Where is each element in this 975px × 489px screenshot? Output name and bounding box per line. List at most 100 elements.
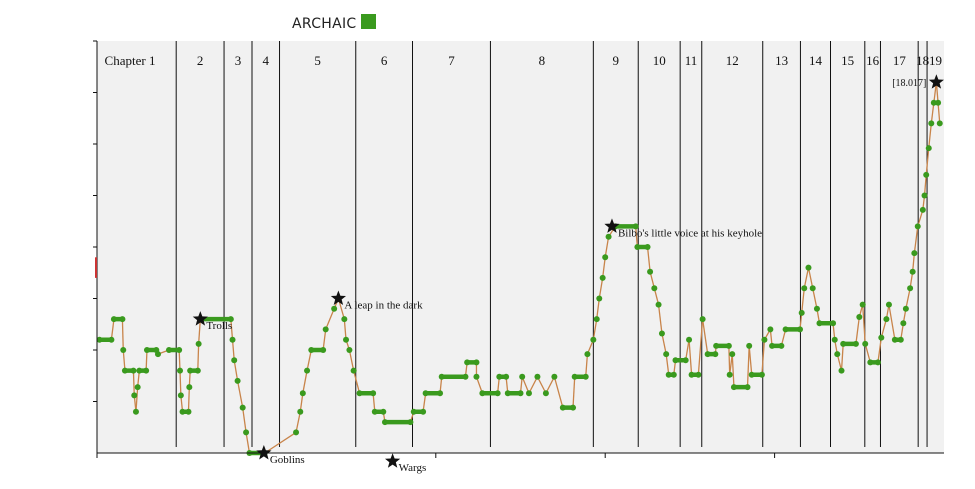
legend-label: ARCHAIC — [292, 16, 357, 32]
data-point — [559, 404, 566, 411]
series-connector — [230, 319, 234, 340]
data-point — [519, 373, 526, 380]
data-point — [231, 357, 238, 364]
annotation-layer: Trolls Goblins A leap in the dark Wargs Bilb… — [192, 74, 944, 474]
series-connector — [913, 226, 919, 254]
data-point — [473, 359, 480, 366]
data-point — [186, 384, 193, 391]
data-point — [542, 390, 549, 397]
series-connector — [604, 236, 610, 258]
data-point — [778, 342, 785, 349]
data-point — [165, 347, 172, 353]
data-point — [914, 223, 921, 230]
data-point — [464, 359, 471, 366]
data-point — [131, 392, 138, 399]
legend-swatch — [361, 14, 376, 29]
series-connector — [665, 354, 670, 375]
data-point — [874, 359, 881, 366]
data-point — [322, 326, 329, 333]
series-connector — [242, 407, 247, 433]
series-connector — [701, 319, 709, 355]
series-connector — [231, 339, 235, 361]
chapter-label: Chapter 1 — [105, 53, 156, 68]
data-point — [746, 342, 753, 349]
series-connector — [135, 387, 139, 412]
data-point — [320, 347, 327, 353]
data-point — [862, 340, 869, 347]
data-point — [834, 351, 841, 358]
data-point — [176, 347, 183, 353]
series-connector — [545, 376, 555, 394]
data-point — [801, 285, 808, 292]
data-point — [867, 359, 874, 366]
series-connector — [322, 329, 327, 351]
data-point — [725, 342, 732, 349]
series-connector — [840, 343, 844, 371]
data-point — [599, 274, 606, 281]
annotation-label: Wargs — [399, 462, 427, 474]
data-point — [655, 301, 662, 308]
chapter-label: 8 — [539, 53, 546, 68]
series-connector — [264, 431, 297, 454]
data-point — [670, 371, 677, 378]
data-point — [761, 336, 768, 343]
annotation-star-icon — [928, 74, 944, 89]
data-point — [830, 320, 837, 327]
data-point — [699, 316, 706, 323]
data-point — [299, 390, 306, 397]
data-point — [632, 223, 639, 230]
series-layer — [96, 79, 943, 456]
data-point — [346, 347, 353, 353]
series-connector — [187, 387, 190, 412]
data-point — [108, 336, 115, 343]
data-point — [503, 373, 510, 380]
annotation-star-icon — [192, 311, 208, 326]
data-point — [194, 367, 201, 374]
series-connector — [145, 349, 148, 371]
series-connector — [553, 376, 564, 408]
annotation-value-label: [18.017] — [892, 78, 926, 89]
axes — [93, 40, 944, 458]
data-point — [195, 340, 202, 347]
chapter-label: 10 — [653, 53, 666, 68]
series-connector — [132, 370, 135, 396]
annotation-label: Trolls — [206, 320, 232, 332]
data-point — [473, 373, 480, 380]
data-point — [590, 336, 597, 343]
series-connector — [855, 316, 860, 344]
data-point — [809, 285, 816, 292]
data-point — [644, 244, 651, 250]
data-point — [767, 326, 774, 333]
data-point — [831, 336, 838, 343]
data-point — [605, 233, 612, 240]
data-point — [797, 326, 804, 333]
data-point — [380, 408, 387, 415]
series-connector — [299, 393, 304, 412]
data-point — [154, 351, 161, 358]
data-point — [909, 268, 916, 275]
data-point — [136, 367, 143, 374]
data-point — [704, 351, 711, 358]
data-point — [907, 285, 914, 292]
legend: ARCHAIC — [292, 14, 376, 32]
data-point — [96, 336, 103, 343]
data-point — [813, 305, 820, 312]
series-connector — [295, 411, 301, 433]
chapter-label: 3 — [235, 53, 242, 68]
series-connector — [803, 267, 810, 289]
data-point — [239, 404, 246, 411]
data-point — [651, 285, 658, 292]
data-point — [923, 171, 930, 178]
data-point — [838, 367, 845, 374]
annotation-label: A leap in the dark — [344, 300, 423, 312]
series-connector — [746, 345, 750, 388]
data-point — [682, 357, 689, 364]
series-connector — [748, 345, 753, 375]
data-point — [911, 250, 918, 257]
data-point — [928, 120, 935, 127]
series-connector — [179, 370, 182, 396]
data-point — [782, 326, 789, 333]
data-point — [647, 268, 654, 275]
data-point — [878, 334, 885, 341]
chapter-label: 11 — [685, 53, 698, 68]
